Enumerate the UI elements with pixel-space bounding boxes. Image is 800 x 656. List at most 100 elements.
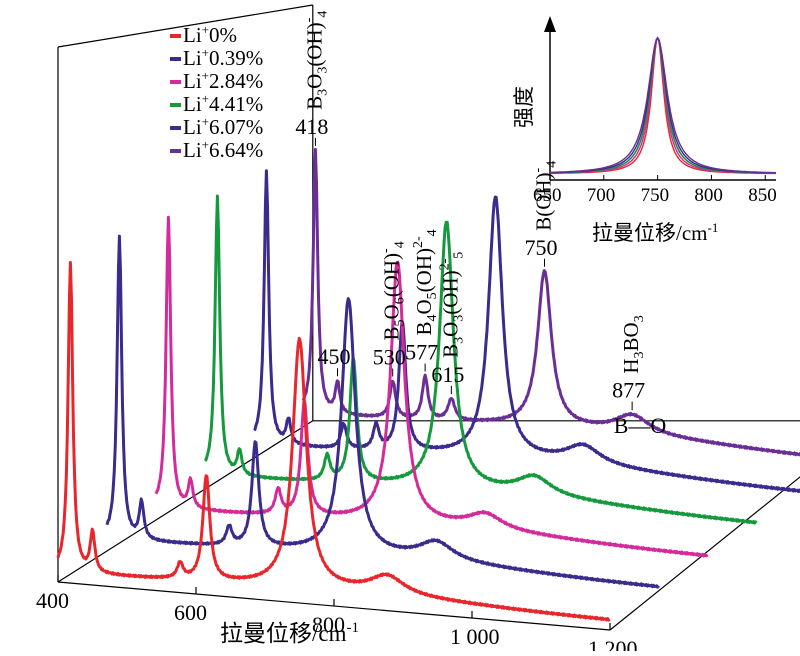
spectrum-line-4: [253, 169, 800, 494]
species-sup: -: [531, 167, 546, 172]
species-part: O: [380, 304, 404, 319]
x-axis-title-text: 拉曼位移/cm: [220, 621, 347, 646]
species-part: B: [380, 326, 404, 340]
species-part: B: [532, 217, 556, 231]
x-tick-label-2: 800: [312, 612, 345, 637]
species-sub: 5: [425, 292, 440, 299]
inset-y-arrow: [544, 16, 556, 32]
x-axis-title-sup: -1: [347, 620, 360, 636]
species-formula-530: B5O6(OH)-4: [379, 241, 408, 340]
annotation-value-530: 530: [373, 344, 406, 369]
species-sup: 2-: [411, 236, 426, 248]
legend: Li+0%Li+0.39%Li+2.84%Li+4.41%Li+6.07%Li+…: [170, 22, 263, 162]
x-axis-title: 拉曼位移/cm-1: [220, 620, 359, 646]
annotation-species-530: B5O6(OH)-4: [379, 241, 408, 340]
species-part: (OH): [380, 253, 404, 297]
inset-y-axis-title: 强度: [512, 86, 536, 128]
legend-base: Li: [183, 115, 202, 139]
legend-label-0: Li+0%: [183, 22, 237, 47]
x-tick-label-0: 400: [36, 588, 69, 613]
inset-curve-5: [549, 37, 777, 174]
legend-base: Li: [183, 138, 202, 162]
species-part: (OH): [438, 270, 462, 314]
legend-tail: 4.41%: [209, 92, 263, 116]
inset-x-axis-title: 拉曼位移/cm-1: [592, 220, 718, 245]
species-sub: 3: [632, 315, 647, 322]
legend-sup: +: [202, 114, 209, 129]
species-sub: 3: [451, 337, 466, 344]
species-sub: 4: [315, 11, 330, 18]
species-part: H: [619, 358, 643, 373]
species-part: O: [302, 74, 326, 89]
species-sub: 3: [315, 67, 330, 74]
legend-tail: 0.39%: [209, 46, 263, 70]
inset-x-tick-label-0: 650: [533, 185, 562, 206]
spectrum-line-1: [105, 234, 660, 589]
species-part: B: [302, 96, 326, 110]
species-part: (OH): [302, 22, 326, 66]
legend-label-4: Li+6.07%: [183, 114, 263, 139]
species-formula-615: B3O3(OH)2-5: [437, 252, 466, 358]
annotation-value-750: 750: [525, 235, 558, 260]
inset-x-axis-title-text: 拉曼位移/cm: [592, 221, 708, 245]
species-part: O: [438, 322, 462, 337]
species-sub: 5: [393, 319, 408, 326]
species-part: O: [412, 299, 436, 314]
legend-label-3: Li+4.41%: [183, 91, 263, 116]
spectra-curves: [56, 147, 800, 622]
legend-base: Li: [183, 46, 202, 70]
annotation-value-450: 450: [318, 344, 351, 369]
species-sub: 4: [393, 241, 408, 248]
legend-sup: +: [202, 91, 209, 106]
species-sub: 4: [425, 314, 440, 321]
x-tick-label-3: 1 000: [450, 624, 500, 649]
annotation-value-418: 418: [295, 114, 328, 139]
left-floor-edge: [57, 420, 314, 583]
species-part: B: [438, 344, 462, 358]
species-sub: 6: [393, 297, 408, 304]
species-part: B: [412, 321, 436, 335]
species-part: BO: [619, 322, 643, 351]
species-sup: 2-: [437, 258, 452, 270]
species-formula-577: B4O5(OH)2-4: [411, 229, 440, 335]
inset-x-tick-label-3: 800: [694, 185, 723, 206]
species-sub: 3: [315, 89, 330, 96]
species-sub: 3: [451, 315, 466, 322]
annotation-species-877: H3BO3: [619, 315, 647, 373]
annotation-species-615: B3O3(OH)2-5: [437, 252, 466, 358]
legend-tail: 0%: [209, 23, 237, 47]
species-sub: 3: [632, 351, 647, 358]
legend-base: Li: [183, 23, 202, 47]
band-label: B—O: [614, 413, 667, 438]
spectrum-line-5: [301, 147, 800, 457]
legend-base: Li: [183, 92, 202, 116]
species-formula-877: H3BO3: [619, 315, 647, 373]
species-formula-418: B3O3(OH)-4: [301, 11, 330, 110]
inset-x-tick-label-2: 750: [641, 185, 670, 206]
legend-base: Li: [183, 69, 202, 93]
top-left-edge: [57, 4, 313, 48]
legend-tail: 2.84%: [209, 69, 263, 93]
species-sup: -: [379, 248, 394, 253]
annotation-value-877: 877: [612, 378, 645, 403]
species-sup: -: [301, 17, 316, 22]
annotation-value-577: 577: [405, 340, 438, 365]
species-sub: 4: [425, 229, 440, 236]
inset-x-tick-label-4: 850: [748, 185, 777, 206]
spectrum-line-0: [56, 261, 611, 622]
legend-label-2: Li+2.84%: [183, 68, 263, 93]
annotation-species-418: B3O3(OH)-4: [301, 11, 330, 110]
legend-tail: 6.07%: [209, 115, 263, 139]
inset-x-axis-title-sup: -1: [708, 220, 719, 235]
legend-label-1: Li+0.39%: [183, 45, 263, 70]
legend-tail: 6.64%: [209, 138, 263, 162]
legend-sup: +: [202, 22, 209, 37]
x-axis: 400 600 800 1 000 1 200 拉曼位移/cm-1: [36, 575, 638, 656]
legend-sup: +: [202, 137, 209, 152]
legend-label-5: Li+6.64%: [183, 137, 263, 162]
species-sub: 4: [545, 161, 560, 168]
